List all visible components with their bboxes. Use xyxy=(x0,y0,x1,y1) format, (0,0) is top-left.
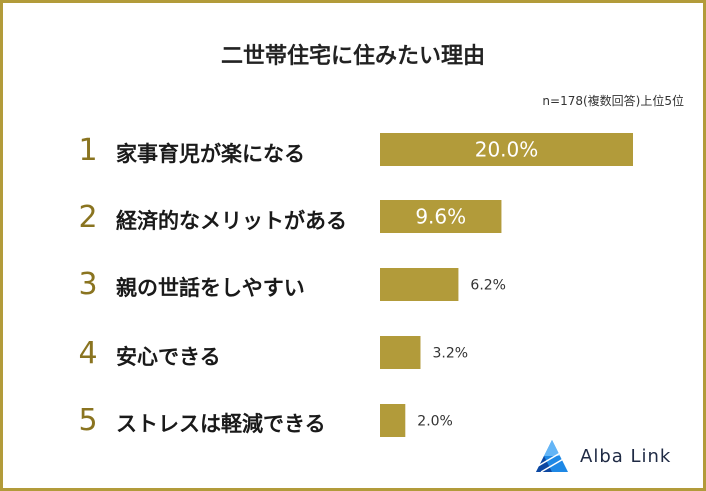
category-label: 安心できる xyxy=(116,345,221,369)
category-label: ストレスは軽減できる xyxy=(116,412,326,436)
bar xyxy=(380,268,459,301)
bar xyxy=(380,336,421,369)
value-label: 6.2% xyxy=(470,278,506,294)
rank-label: 5 xyxy=(78,403,98,438)
value-label: 3.2% xyxy=(432,346,468,362)
bar xyxy=(380,404,406,437)
category-label: 親の世話をしやすい xyxy=(116,276,305,300)
value-label: 9.6% xyxy=(415,205,466,229)
rank-label: 3 xyxy=(78,267,98,302)
bar xyxy=(380,133,633,166)
value-label: 20.0% xyxy=(475,138,539,162)
value-label: 2.0% xyxy=(417,414,453,430)
category-label: 経済的なメリットがある xyxy=(116,209,347,233)
bar xyxy=(380,200,502,233)
category-label: 家事育児が楽になる xyxy=(116,142,305,166)
alba-link-logo: Alba Link xyxy=(532,436,692,476)
rank-label: 4 xyxy=(78,336,98,371)
rank-label: 1 xyxy=(78,133,98,168)
sample-note: n=178(複数回答)上位5位 xyxy=(542,94,684,108)
logo-text: Alba Link xyxy=(580,446,672,467)
chart-title: 二世帯住宅に住みたい理由 xyxy=(220,44,485,69)
alba-link-triangle-icon xyxy=(536,440,568,473)
rank-label: 2 xyxy=(78,200,98,235)
